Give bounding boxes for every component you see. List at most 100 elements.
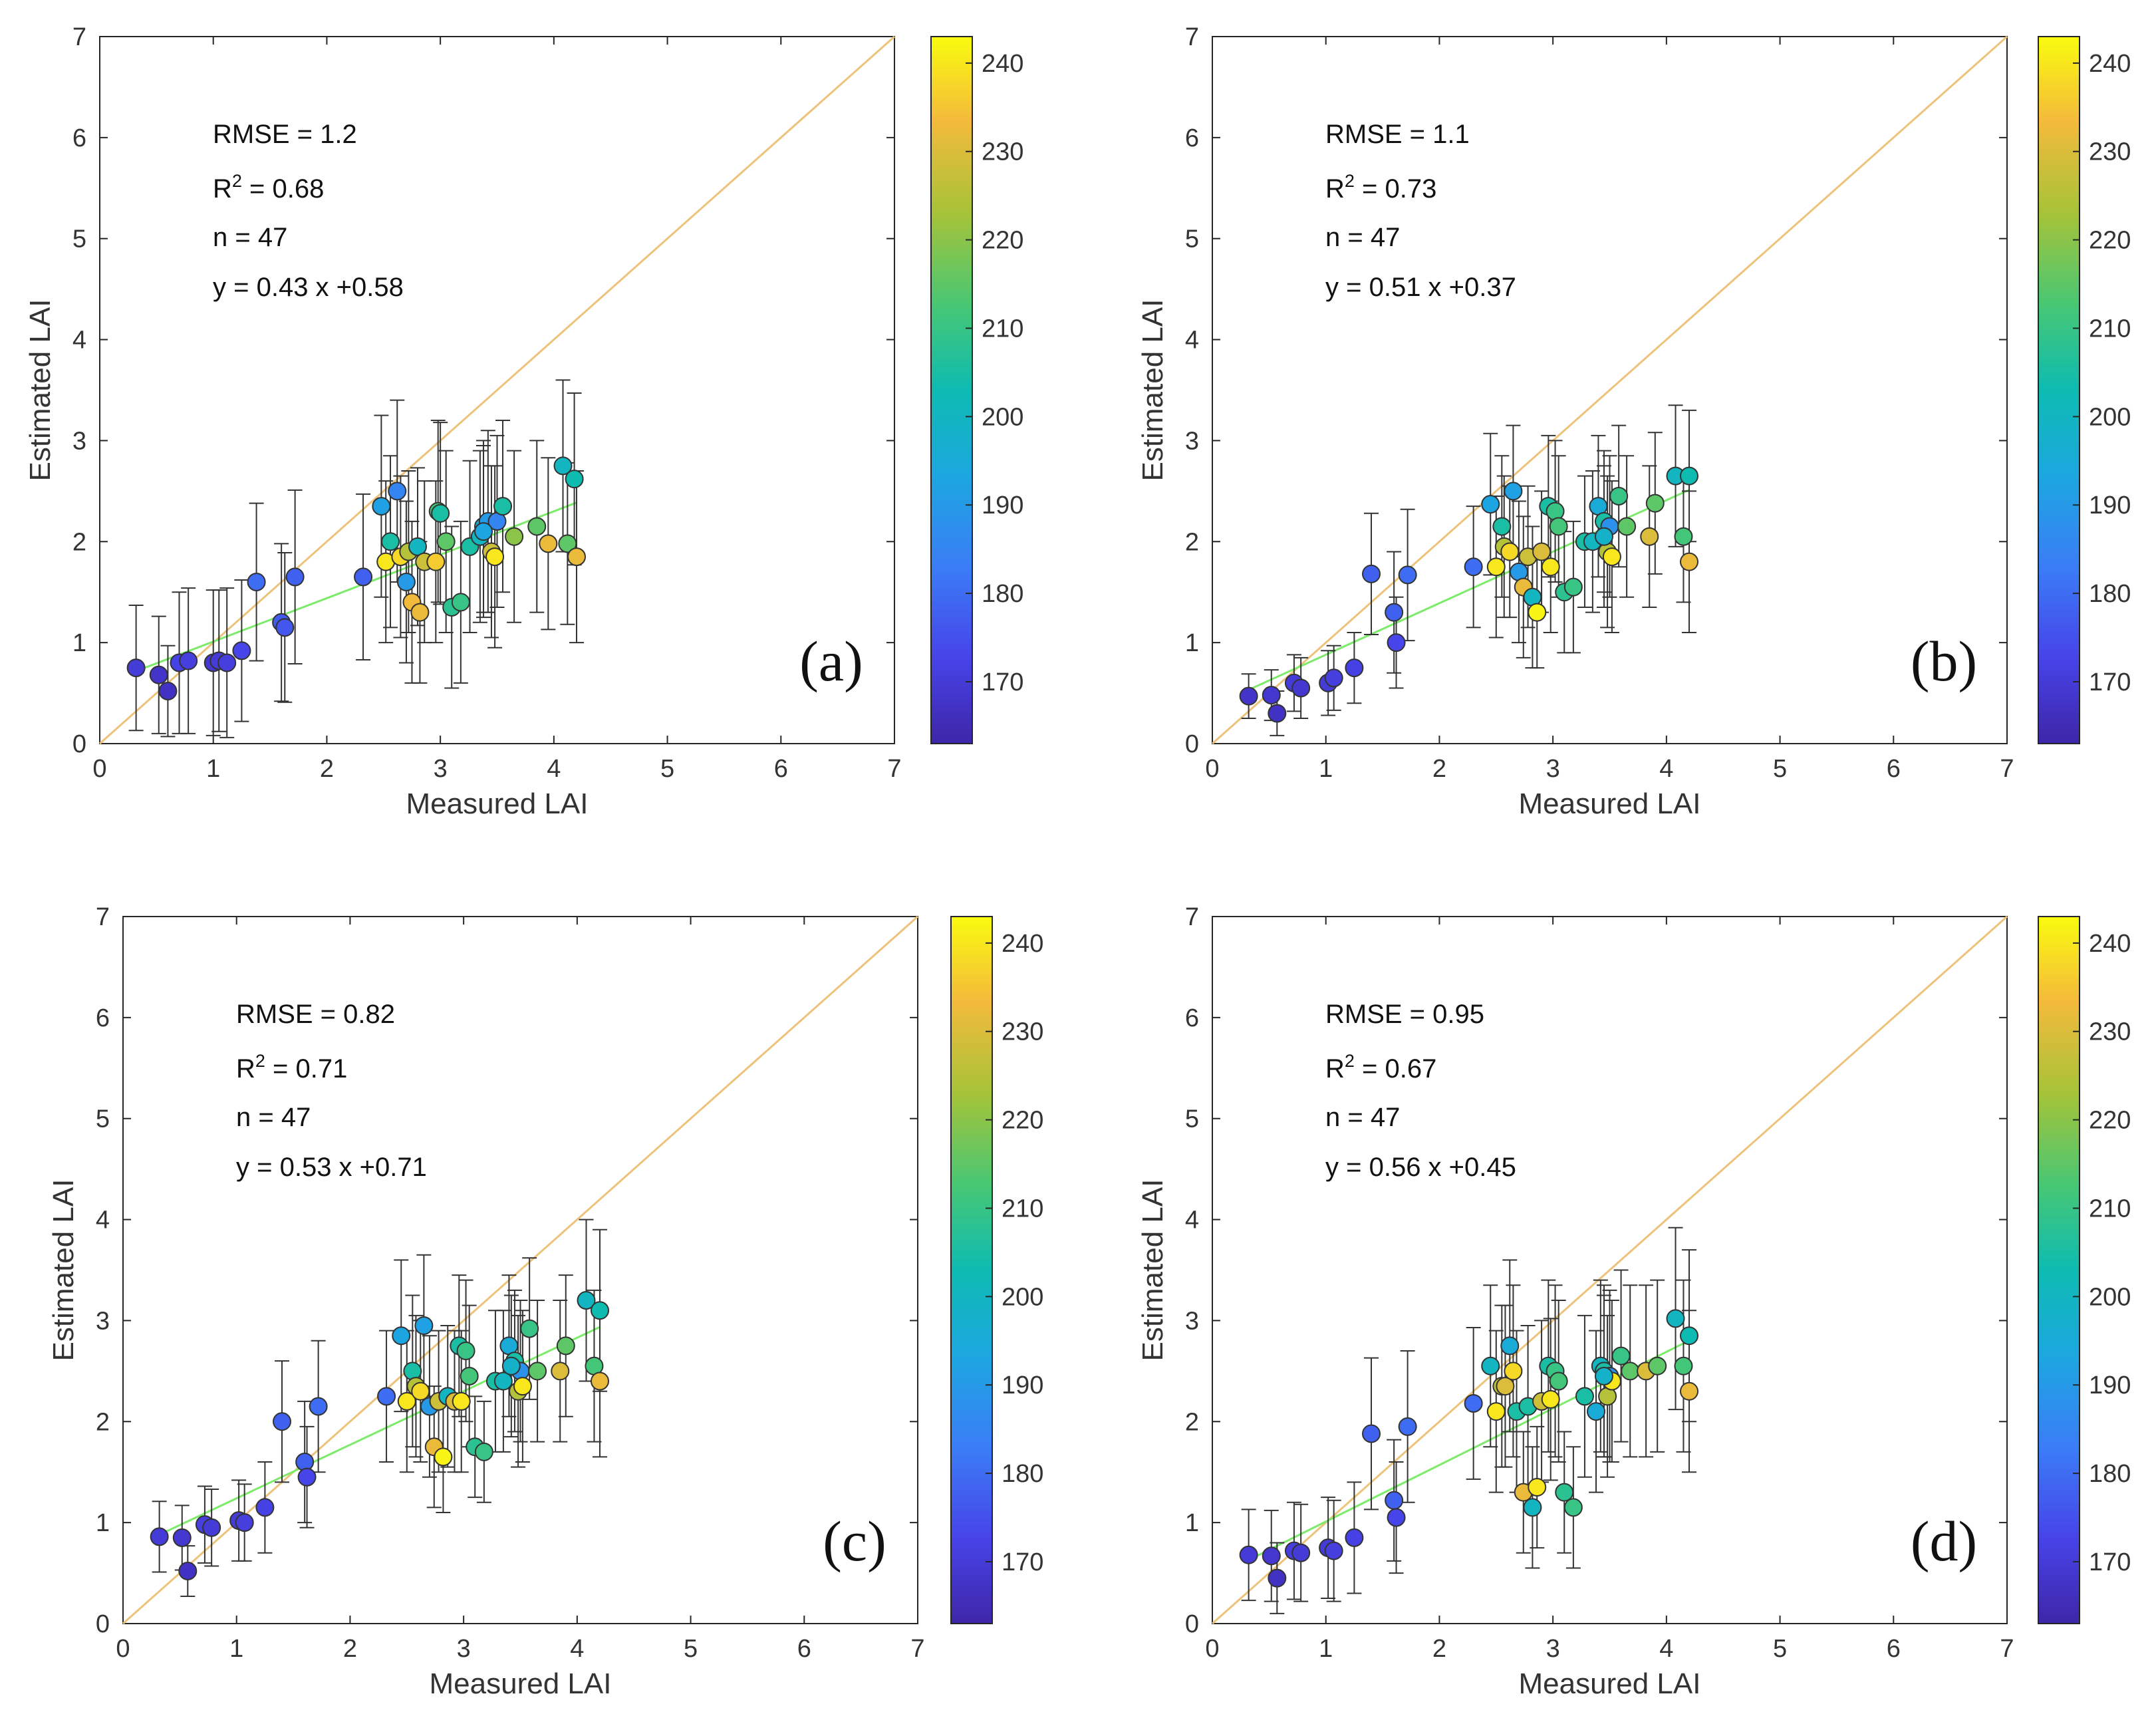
- r2-label: R2 = 0.67: [1325, 1051, 1436, 1083]
- data-point: [1541, 1389, 1560, 1409]
- data-point: [1496, 1377, 1515, 1396]
- colorbar-tick-label: 190: [2089, 1371, 2131, 1399]
- data-point: [1674, 1356, 1693, 1375]
- r2-superscript: 2: [232, 171, 242, 191]
- data-point: [408, 537, 427, 556]
- data-point: [1239, 1545, 1258, 1564]
- x-tick-label: 3: [434, 755, 448, 783]
- data-point: [1387, 1508, 1406, 1527]
- x-tick-label: 1: [1319, 1635, 1333, 1663]
- data-point: [1532, 542, 1551, 561]
- data-point: [410, 603, 430, 622]
- y-tick-label: 1: [1185, 1509, 1199, 1537]
- data-point: [217, 653, 237, 672]
- y-tick-label: 0: [1185, 730, 1199, 758]
- colorbar-tick-label: 230: [982, 138, 1023, 166]
- data-point: [1464, 557, 1483, 577]
- y-tick-label: 0: [72, 730, 86, 758]
- data-point: [1674, 527, 1693, 546]
- x-tick-label: 5: [660, 755, 674, 783]
- data-point: [411, 1381, 430, 1401]
- data-point: [1587, 1402, 1606, 1421]
- data-point: [172, 1528, 192, 1547]
- data-point: [1680, 1326, 1698, 1346]
- data-point: [567, 547, 586, 567]
- x-tick-label: 3: [1546, 1635, 1560, 1663]
- r2-prefix: R: [1325, 1054, 1345, 1083]
- r2-prefix: R: [236, 1054, 255, 1083]
- data-point: [474, 522, 493, 541]
- data-point: [1500, 1336, 1520, 1356]
- y-tick-label: 5: [1185, 225, 1199, 253]
- x-tick-label: 6: [774, 755, 788, 783]
- data-point: [558, 534, 577, 553]
- data-point: [1594, 527, 1613, 546]
- x-tick-label: 3: [457, 1635, 471, 1663]
- data-point: [501, 1356, 521, 1375]
- x-tick-label: 5: [684, 1635, 698, 1663]
- colorbar-tick-label: 180: [2089, 1460, 2131, 1488]
- data-point: [388, 482, 407, 501]
- colorbar-tick-label: 200: [2089, 1283, 2131, 1311]
- data-point: [273, 1412, 291, 1431]
- data-point: [1500, 542, 1520, 561]
- y-tick-label: 0: [1185, 1610, 1199, 1638]
- data-point: [247, 573, 266, 592]
- data-point: [1268, 1568, 1287, 1588]
- x-tick-label: 4: [1659, 1635, 1673, 1663]
- x-tick-label: 6: [1887, 1635, 1901, 1663]
- n-label: n = 47: [236, 1103, 311, 1132]
- data-point: [403, 1362, 422, 1381]
- x-axis-label: Measured LAI: [1519, 788, 1701, 820]
- data-point: [1481, 495, 1500, 514]
- n-label: n = 47: [1325, 1103, 1400, 1132]
- data-point: [275, 618, 295, 637]
- colorbar-tick-label: 190: [982, 492, 1023, 519]
- data-point: [1563, 577, 1583, 597]
- data-point: [1563, 1498, 1583, 1517]
- y-tick-label: 6: [96, 1004, 110, 1032]
- rmse-label: RMSE = 1.1: [1325, 120, 1470, 149]
- data-point: [1324, 668, 1343, 688]
- data-point: [255, 1498, 275, 1517]
- y-tick-label: 0: [96, 1610, 110, 1638]
- colorbar: [2038, 36, 2080, 744]
- r2-superscript: 2: [255, 1051, 265, 1071]
- y-tick-label: 5: [72, 225, 86, 253]
- data-point: [1268, 704, 1287, 723]
- colorbar-tick-label: 190: [2089, 492, 2131, 519]
- data-point: [377, 1387, 396, 1406]
- colorbar-tick-label: 230: [2089, 138, 2131, 166]
- data-point: [1680, 1381, 1698, 1401]
- data-point: [1549, 517, 1568, 536]
- colorbar-tick-label: 230: [1002, 1018, 1043, 1046]
- panel-c: 00 1 1 2 2 3 3 4 4 5 5 6 6 7 7 Measured LAI Estimated LA…: [47, 903, 1043, 1700]
- colorbar-tick-label: 240: [2089, 930, 2131, 958]
- colorbar-tick-label: 180: [982, 580, 1023, 608]
- colorbar-tick-label: 230: [2089, 1018, 2131, 1046]
- y-tick-label: 4: [96, 1207, 110, 1234]
- data-point: [1385, 1491, 1404, 1510]
- data-point: [178, 1562, 198, 1581]
- one-to-one-line: [1212, 915, 2008, 1625]
- y-tick-label: 3: [1185, 427, 1199, 455]
- y-axis-label: Estimated LAI: [47, 1179, 80, 1362]
- x-tick-label: 4: [570, 1635, 584, 1663]
- data-point: [591, 1301, 609, 1320]
- y-tick-label: 2: [1185, 528, 1199, 556]
- data-point: [179, 651, 198, 670]
- data-point: [396, 573, 416, 592]
- x-tick-label: 2: [1432, 755, 1446, 783]
- y-tick-label: 2: [1185, 1408, 1199, 1436]
- x-tick-label: 7: [2000, 755, 2014, 783]
- data-point: [1609, 486, 1629, 505]
- r2-prefix: R: [213, 174, 232, 204]
- colorbar-tick-label: 210: [1002, 1195, 1043, 1223]
- colorbar-tick-label: 170: [982, 668, 1023, 696]
- y-tick-label: 5: [1185, 1105, 1199, 1133]
- colorbar-tick-label: 170: [1002, 1548, 1043, 1576]
- r2-superscript: 2: [1345, 1051, 1355, 1071]
- panel-label: (d): [1911, 1509, 1977, 1573]
- data-point: [372, 497, 391, 516]
- x-tick-label: 1: [229, 1635, 243, 1663]
